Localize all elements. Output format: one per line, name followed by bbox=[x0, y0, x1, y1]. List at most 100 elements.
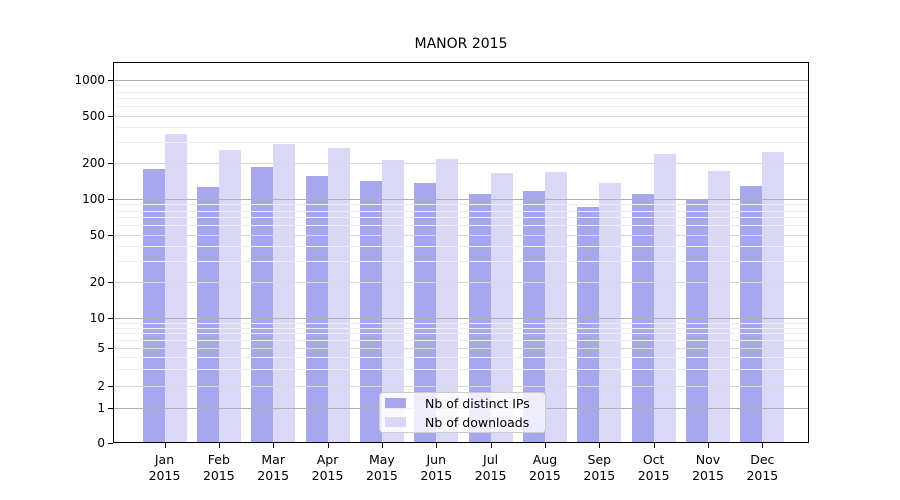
x-tick-label-year-oct: 2015 bbox=[637, 468, 670, 483]
gridline-80 bbox=[113, 210, 809, 212]
x-tick-dec bbox=[762, 443, 764, 448]
x-tick-label-month-feb: Feb bbox=[207, 452, 230, 467]
gridline-8 bbox=[113, 327, 809, 329]
x-tick-label-month-oct: Oct bbox=[642, 452, 665, 467]
y-tick-100 bbox=[108, 199, 113, 200]
gridline-6 bbox=[113, 340, 809, 342]
y-tick-0 bbox=[108, 443, 113, 444]
x-tick-apr bbox=[327, 443, 329, 448]
gridline-500 bbox=[113, 115, 809, 117]
x-tick-mar bbox=[273, 443, 275, 448]
y-tick-200 bbox=[108, 163, 113, 165]
x-tick-jul bbox=[490, 443, 492, 448]
bar-aug-downloads bbox=[544, 172, 567, 443]
legend-swatch-downloads bbox=[385, 417, 406, 427]
x-tick-label-month-aug: Aug bbox=[532, 452, 558, 467]
legend-swatch-distinct-ips bbox=[385, 398, 406, 408]
x-tick-label-year-apr: 2015 bbox=[311, 468, 344, 483]
bar-feb-downloads bbox=[218, 149, 241, 443]
x-tick-label-month-may: May bbox=[368, 452, 395, 467]
chart-title: MANOR 2015 bbox=[414, 36, 508, 52]
y-tick-50 bbox=[108, 234, 113, 236]
x-tick-label-year-jul: 2015 bbox=[474, 468, 507, 483]
bar-jun-downloads bbox=[436, 158, 459, 443]
gridline-30 bbox=[113, 261, 809, 263]
gridline-9 bbox=[113, 322, 809, 324]
y-tick-20 bbox=[108, 282, 113, 284]
x-tick-label-month-nov: Nov bbox=[695, 452, 721, 467]
y-tick-10 bbox=[108, 318, 113, 319]
gridline-90 bbox=[113, 204, 809, 206]
gridline-3 bbox=[113, 369, 809, 371]
x-tick-label-year-may: 2015 bbox=[365, 468, 398, 483]
legend-label-downloads: Nb of downloads bbox=[425, 414, 530, 430]
bar-oct-downloads bbox=[653, 154, 676, 443]
gridline-10 bbox=[113, 318, 809, 319]
x-tick-label-month-sep: Sep bbox=[587, 452, 612, 467]
x-tick-label-month-mar: Mar bbox=[261, 452, 285, 467]
y-tick-label-2: 2 bbox=[97, 379, 105, 393]
bar-dec-downloads bbox=[762, 152, 785, 443]
x-tick-label-month-dec: Dec bbox=[750, 452, 775, 467]
x-tick-sep bbox=[599, 443, 601, 448]
gridline-700 bbox=[113, 98, 809, 100]
y-tick-label-100: 100 bbox=[82, 192, 105, 206]
x-tick-jun bbox=[436, 443, 438, 448]
bar-dec-distinct-ips bbox=[740, 185, 763, 443]
gridline-600 bbox=[113, 106, 809, 108]
bar-apr-downloads bbox=[327, 148, 350, 443]
bar-jan-distinct-ips bbox=[142, 168, 165, 443]
y-tick-1 bbox=[108, 408, 113, 409]
legend-item-downloads: Nb of downloads bbox=[385, 414, 545, 431]
bar-feb-distinct-ips bbox=[196, 186, 219, 443]
gridline-50 bbox=[113, 234, 809, 236]
y-tick-label-50: 50 bbox=[89, 227, 105, 242]
y-tick-500 bbox=[108, 115, 113, 117]
legend-label-distinct-ips: Nb of distinct IPs bbox=[425, 395, 530, 411]
gridline-200 bbox=[113, 163, 809, 165]
y-tick-label-1000: 1000 bbox=[74, 73, 105, 87]
x-tick-label-month-jan: Jan bbox=[154, 452, 175, 467]
x-tick-label-month-jun: Jun bbox=[426, 452, 447, 467]
bar-apr-distinct-ips bbox=[305, 176, 328, 443]
gridline-1000 bbox=[113, 80, 809, 81]
bar-jul-downloads bbox=[490, 172, 513, 443]
bar-sep-distinct-ips bbox=[577, 207, 600, 443]
x-tick-label-year-mar: 2015 bbox=[257, 468, 290, 483]
x-tick-feb bbox=[218, 443, 220, 448]
y-tick-label-10: 10 bbox=[89, 311, 105, 325]
x-tick-jan bbox=[164, 443, 166, 448]
x-tick-label-year-jun: 2015 bbox=[420, 468, 453, 483]
y-tick-1000 bbox=[108, 80, 113, 81]
x-tick-label-month-apr: Apr bbox=[316, 452, 339, 467]
legend: Nb of distinct IPs Nb of downloads bbox=[379, 392, 546, 433]
y-tick-5 bbox=[108, 348, 113, 349]
x-tick-label-year-jan: 2015 bbox=[148, 468, 181, 483]
bar-sep-downloads bbox=[599, 183, 622, 443]
gridline-5 bbox=[113, 348, 809, 349]
x-tick-may bbox=[381, 443, 383, 448]
gridline-300 bbox=[113, 142, 809, 144]
gridline-800 bbox=[113, 91, 809, 93]
x-tick-label-year-aug: 2015 bbox=[529, 468, 561, 483]
bar-jun-distinct-ips bbox=[414, 183, 437, 443]
y-tick-label-0: 0 bbox=[97, 436, 105, 450]
gridline-900 bbox=[113, 85, 809, 87]
bar-may-downloads bbox=[381, 159, 404, 443]
x-tick-nov bbox=[708, 443, 709, 448]
gridline-40 bbox=[113, 246, 809, 248]
x-tick-label-year-nov: 2015 bbox=[692, 468, 724, 483]
y-tick-2 bbox=[108, 386, 113, 387]
gridline-400 bbox=[113, 127, 809, 129]
gridline-20 bbox=[113, 282, 809, 284]
y-tick-label-200: 200 bbox=[82, 156, 105, 171]
y-tick-label-500: 500 bbox=[82, 108, 105, 123]
bar-aug-distinct-ips bbox=[522, 191, 545, 443]
bar-mar-distinct-ips bbox=[251, 166, 274, 443]
x-tick-label-year-feb: 2015 bbox=[202, 468, 235, 483]
x-tick-label-year-sep: 2015 bbox=[583, 468, 616, 483]
gridline-100 bbox=[113, 199, 809, 200]
bar-nov-distinct-ips bbox=[686, 199, 708, 443]
gridline-4 bbox=[113, 357, 809, 359]
